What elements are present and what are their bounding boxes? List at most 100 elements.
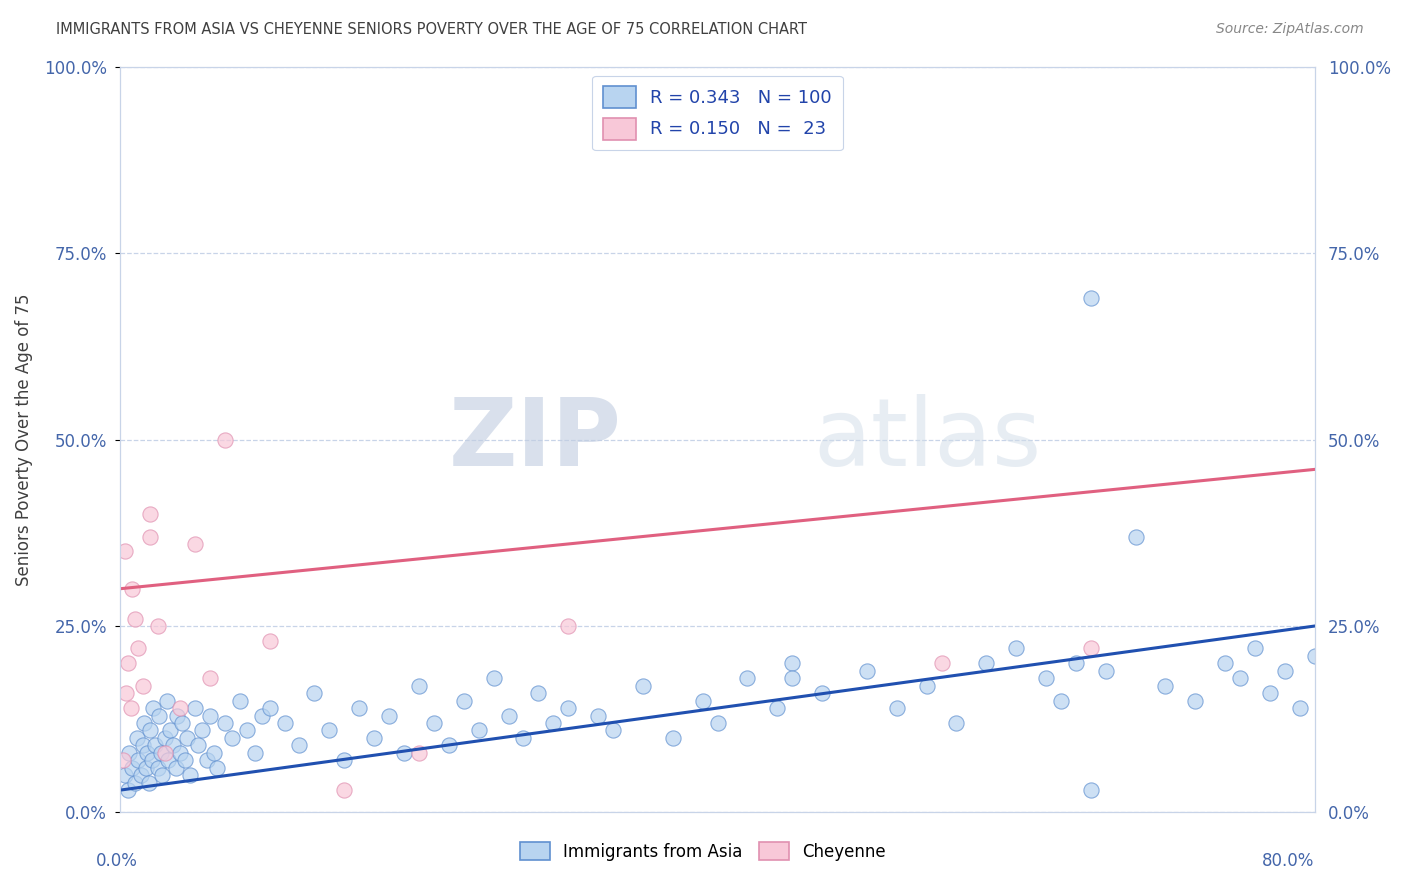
- Point: [273, 716, 295, 731]
- Point: [766, 701, 789, 715]
- Point: [1274, 664, 1296, 678]
- Point: [114, 544, 136, 558]
- Point: [165, 761, 187, 775]
- Point: [1229, 671, 1251, 685]
- Point: [453, 693, 475, 707]
- Point: [112, 753, 135, 767]
- Point: [1050, 693, 1073, 707]
- Point: [131, 739, 153, 753]
- Point: [288, 739, 311, 753]
- Point: [187, 739, 209, 753]
- Point: [1080, 291, 1102, 305]
- Point: [1244, 641, 1267, 656]
- Legend: Immigrants from Asia, Cheyenne: Immigrants from Asia, Cheyenne: [513, 836, 893, 868]
- Point: [347, 701, 370, 715]
- Point: [1094, 664, 1116, 678]
- Point: [166, 708, 188, 723]
- Point: [159, 723, 181, 738]
- Point: [129, 768, 152, 782]
- Point: [124, 775, 146, 789]
- Point: [1154, 679, 1177, 693]
- Point: [1005, 641, 1028, 656]
- Point: [131, 679, 153, 693]
- Point: [150, 768, 173, 782]
- Point: [121, 582, 143, 596]
- Point: [557, 619, 579, 633]
- Point: [229, 693, 252, 707]
- Point: [120, 701, 142, 715]
- Point: [886, 701, 908, 715]
- Point: [661, 731, 683, 745]
- Point: [586, 708, 609, 723]
- Point: [198, 708, 221, 723]
- Point: [214, 433, 236, 447]
- Point: [780, 671, 803, 685]
- Point: [333, 783, 356, 797]
- Point: [408, 746, 430, 760]
- Point: [184, 537, 207, 551]
- Point: [1303, 648, 1326, 663]
- Point: [139, 723, 162, 738]
- Point: [811, 686, 834, 700]
- Point: [392, 746, 415, 760]
- Point: [631, 679, 654, 693]
- Text: 80.0%: 80.0%: [1263, 852, 1315, 870]
- Point: [155, 693, 177, 707]
- Point: [557, 701, 579, 715]
- Text: atlas: atlas: [813, 393, 1042, 485]
- Point: [214, 716, 236, 731]
- Point: [706, 716, 728, 731]
- Point: [146, 619, 169, 633]
- Y-axis label: Seniors Poverty Over the Age of 75: Seniors Poverty Over the Age of 75: [15, 293, 32, 586]
- Point: [153, 746, 176, 760]
- Text: Source: ZipAtlas.com: Source: ZipAtlas.com: [1216, 22, 1364, 37]
- Point: [143, 739, 166, 753]
- Point: [157, 753, 180, 767]
- Point: [737, 671, 759, 685]
- Point: [259, 634, 281, 648]
- Point: [198, 671, 221, 685]
- Point: [363, 731, 385, 745]
- Point: [1064, 657, 1087, 671]
- Point: [498, 708, 520, 723]
- Point: [149, 746, 172, 760]
- Point: [148, 708, 170, 723]
- Point: [173, 753, 195, 767]
- Point: [134, 716, 156, 731]
- Point: [141, 753, 163, 767]
- Point: [512, 731, 534, 745]
- Point: [692, 693, 714, 707]
- Point: [236, 723, 259, 738]
- Point: [780, 657, 803, 671]
- Point: [153, 731, 176, 745]
- Point: [259, 701, 281, 715]
- Point: [118, 746, 141, 760]
- Point: [1184, 693, 1206, 707]
- Point: [121, 761, 143, 775]
- Point: [318, 723, 340, 738]
- Point: [176, 731, 198, 745]
- Text: ZIP: ZIP: [449, 393, 621, 485]
- Point: [117, 657, 139, 671]
- Point: [1080, 783, 1102, 797]
- Point: [139, 507, 162, 521]
- Point: [1213, 657, 1236, 671]
- Point: [1080, 641, 1102, 656]
- Point: [221, 731, 243, 745]
- Point: [1035, 671, 1057, 685]
- Point: [170, 716, 193, 731]
- Point: [195, 753, 218, 767]
- Point: [139, 529, 162, 543]
- Point: [124, 611, 146, 625]
- Point: [482, 671, 505, 685]
- Point: [243, 746, 266, 760]
- Point: [115, 686, 138, 700]
- Point: [138, 775, 160, 789]
- Point: [543, 716, 565, 731]
- Point: [136, 746, 159, 760]
- Point: [527, 686, 550, 700]
- Point: [146, 761, 169, 775]
- Point: [408, 679, 430, 693]
- Point: [437, 739, 460, 753]
- Point: [378, 708, 401, 723]
